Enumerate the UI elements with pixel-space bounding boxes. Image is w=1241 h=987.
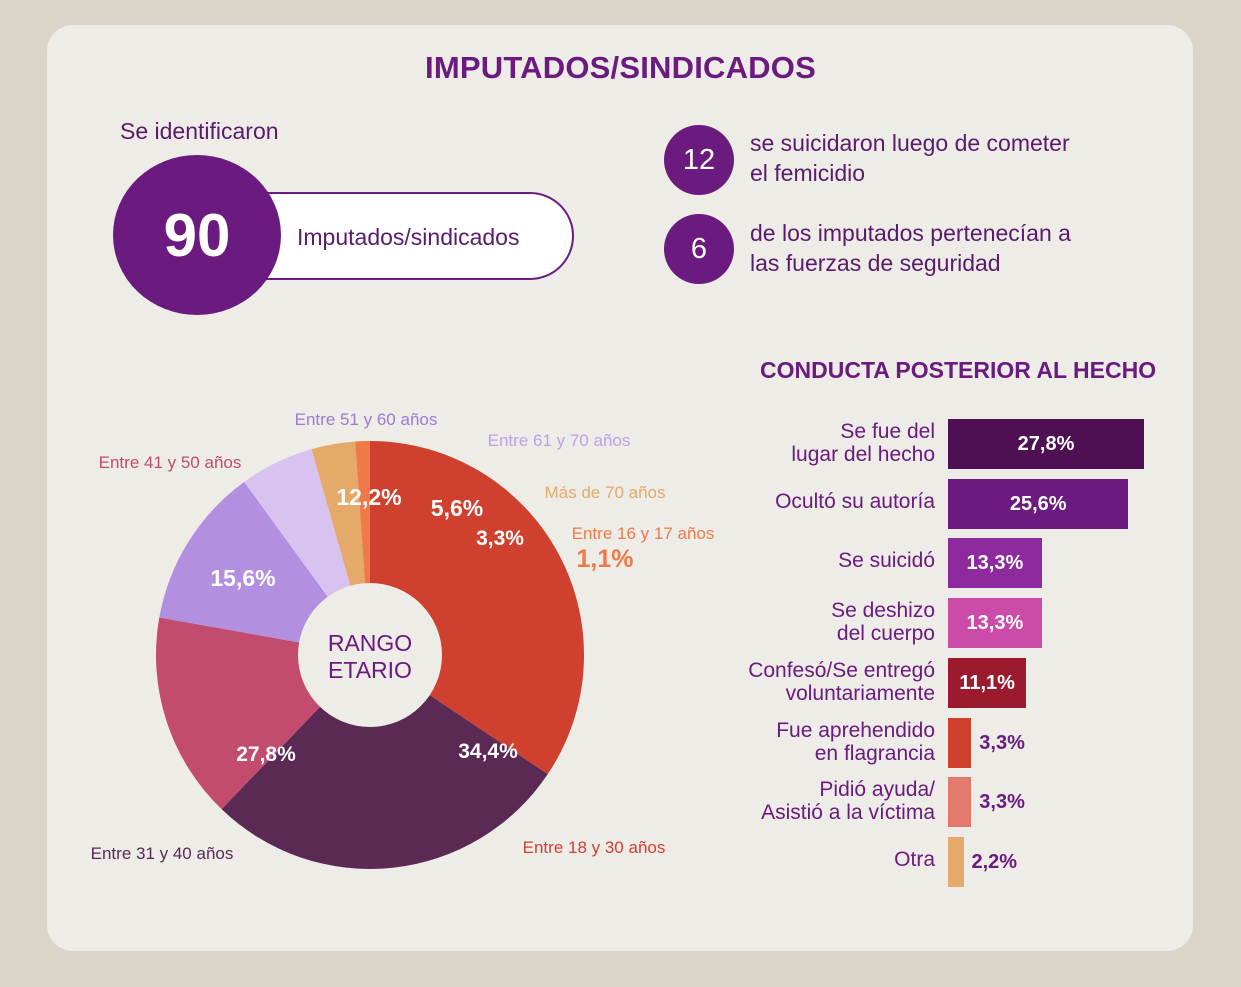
- pie-category-label: Entre 51 y 60 años: [295, 410, 438, 429]
- stat-security-line1: de los imputados pertenecían a: [750, 220, 1071, 246]
- bar-chart-title: CONDUCTA POSTERIOR AL HECHO: [760, 357, 1157, 383]
- pie-center-label-1: RANGO: [328, 630, 412, 656]
- bar-category-label-line: Se suicidó: [838, 549, 935, 573]
- pie-category-label: Entre 31 y 40 años: [91, 844, 234, 863]
- bar: [948, 419, 1144, 469]
- identified-label: Imputados/sindicados: [297, 224, 520, 250]
- bar-value-label: 27,8%: [1017, 433, 1075, 455]
- stat-security-line2: las fuerzas de seguridad: [750, 250, 1001, 276]
- pie-slice-value-label: 15,6%: [210, 565, 275, 591]
- bar: [948, 717, 972, 768]
- pie-slice-value-label: 5,6%: [431, 495, 483, 521]
- bar-value-label: 2,2%: [971, 850, 1018, 873]
- bar-category-label-line: Fue aprehendido: [776, 718, 935, 742]
- pie-slice-value-label: 12,2%: [336, 484, 401, 510]
- bar-value-label: 13,3%: [966, 612, 1024, 635]
- bar-category-label: Ocultó su autoría: [695, 490, 935, 513]
- bar-category-label-line: Se deshizo: [831, 599, 935, 623]
- bar-category-label: Confesó/Se entregó voluntariamente: [695, 659, 935, 705]
- bar-category-label-line: Confesó/Se entregó: [748, 658, 935, 682]
- stat-suicide-count: 12: [664, 125, 734, 195]
- bar-category-label: Se deshizo del cuerpo: [695, 599, 935, 645]
- pie-center-hole: [298, 583, 442, 727]
- bar-category-label-line: voluntariamente: [785, 681, 935, 705]
- bar-category-label: Se fue del lugar del hecho: [695, 420, 935, 466]
- bar: [948, 598, 1042, 649]
- pie-category-label: Entre 41 y 50 años: [99, 453, 242, 472]
- pie-slice-value-label: 3,3%: [476, 527, 524, 550]
- pie-category-label: Más de 70 años: [545, 483, 666, 502]
- bar-category-label-line: en flagrancia: [814, 741, 935, 765]
- bar-category-label-line: del cuerpo: [836, 622, 935, 646]
- bar-category-label-line: Otra: [894, 847, 935, 871]
- pie-slice-value-label: 34,4%: [458, 740, 518, 763]
- bar-value-label: 3,3%: [979, 791, 1025, 814]
- bar-value-label: 25,6%: [1009, 492, 1067, 515]
- bar-category-label-line: Ocultó su autoría: [775, 489, 935, 513]
- bar: [948, 538, 1042, 589]
- bar-category-label: Fue aprehendido en flagrancia: [695, 719, 935, 765]
- pie-slice-value-label: 1,1%: [577, 545, 634, 573]
- identified-intro: Se identificaron: [120, 118, 279, 144]
- pie-center-label-2: ETARIO: [328, 657, 412, 683]
- pie-slice-value-label: 27,8%: [236, 743, 296, 766]
- bar: [948, 657, 1027, 708]
- bar-value-label: 3,3%: [979, 731, 1025, 754]
- stat-security-count: 6: [664, 214, 734, 284]
- pie-slice: [221, 655, 548, 869]
- bar-value-label: 11,1%: [959, 671, 1015, 694]
- identified-count: 90: [113, 155, 281, 315]
- bar-value-label: 13,3%: [966, 552, 1024, 575]
- page-title: IMPUTADOS/SINDICADOS: [425, 50, 816, 85]
- pie-category-label: Entre 18 y 30 años: [523, 838, 666, 857]
- stat-suicide-line2: el femicidio: [750, 160, 866, 186]
- age-range-pie-chart: RANGO ETARIO 34,4% Entre 18 y 30 años 27,8…: [91, 410, 715, 869]
- bar: [948, 777, 972, 828]
- bar-category-label-line: Pidió ayuda/: [819, 778, 935, 802]
- bar-category-label-line: lugar del hecho: [791, 443, 935, 466]
- bar: [948, 836, 964, 887]
- bar: [948, 478, 1129, 529]
- bar-category-label: Se suicidó: [695, 549, 935, 572]
- bar-category-label-line: Asistió a la víctima: [761, 801, 935, 825]
- pie-slice: [370, 441, 584, 775]
- stat-suicide-line1: se suicidaron luego de cometer: [750, 130, 1070, 156]
- bar-category-label: Pidió ayuda/Asistió a la víctima: [695, 778, 935, 824]
- bar-category-label-line: Se fue del: [840, 420, 935, 443]
- pie-category-label: Entre 61 y 70 años: [488, 431, 631, 450]
- bar-category-label: Otra: [695, 848, 935, 871]
- pie-category-label: Entre 16 y 17 años: [572, 524, 715, 543]
- stat-security-text: de los imputados pertenecían a las fuerz…: [750, 218, 1150, 278]
- stat-suicide-text: se suicidaron luego de cometer el femici…: [750, 128, 1150, 188]
